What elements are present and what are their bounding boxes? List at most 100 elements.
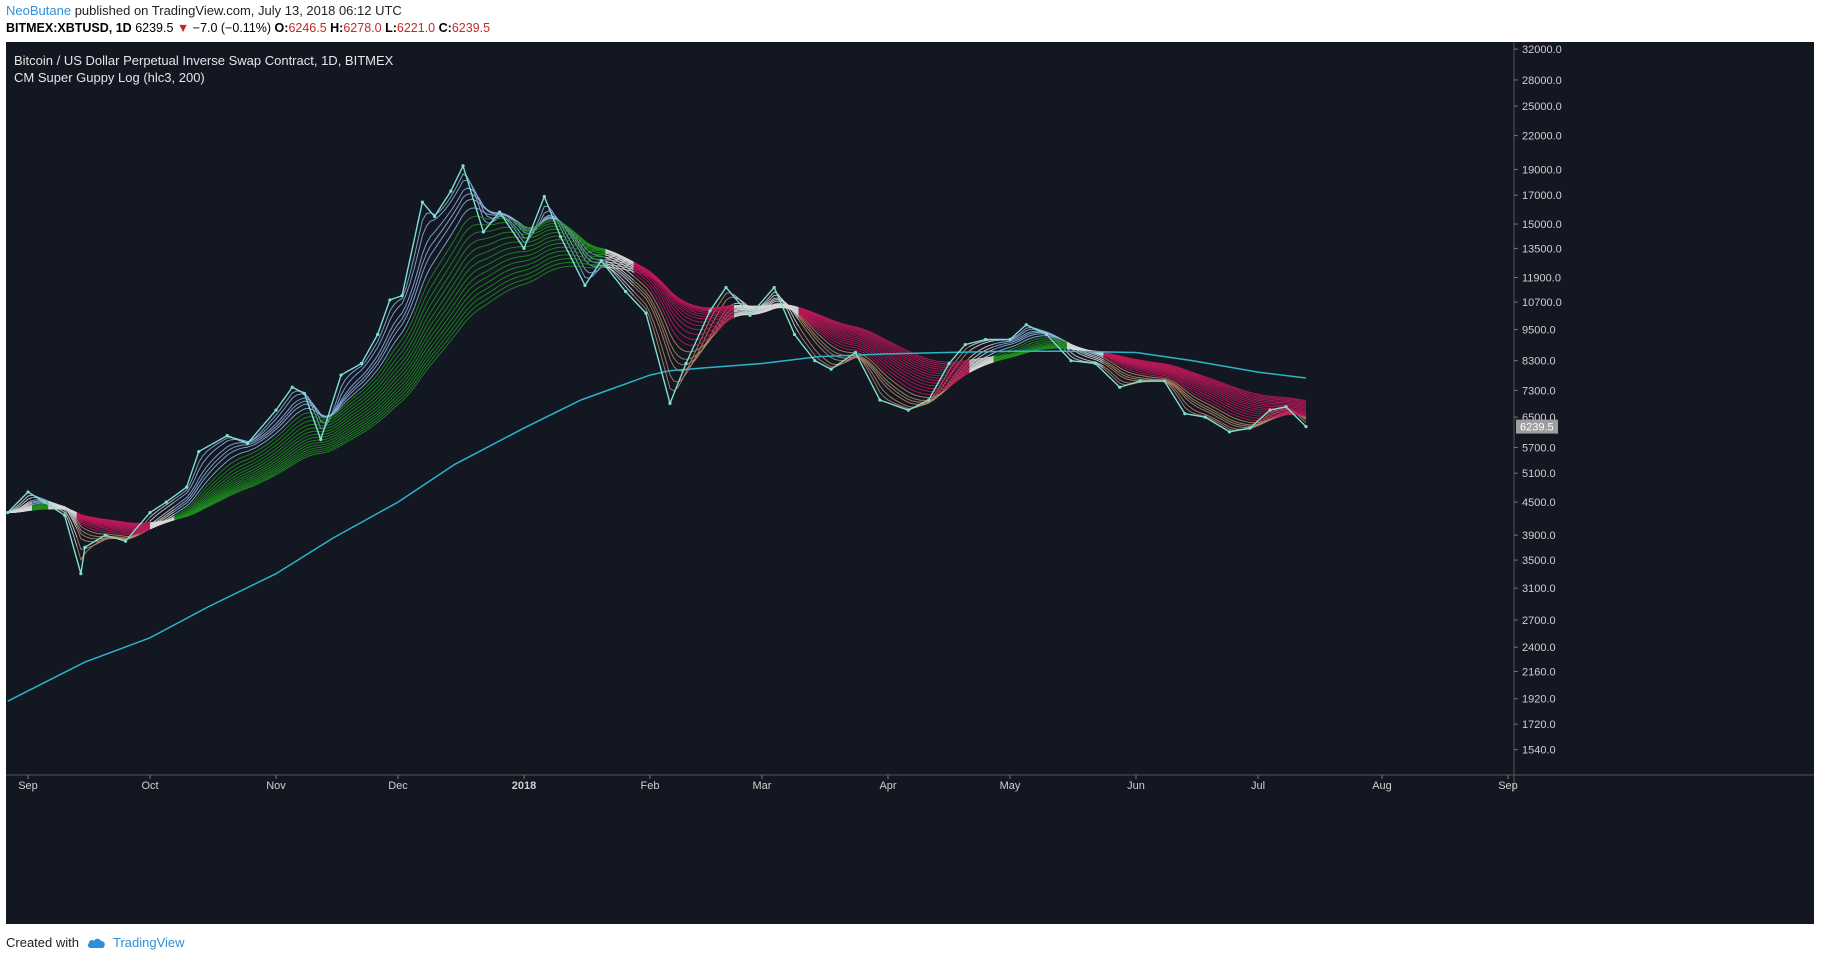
y-tick-label: 32000.0	[1522, 44, 1562, 56]
y-tick-label: 19000.0	[1522, 164, 1562, 176]
ribbon-line	[605, 264, 634, 270]
price-point	[225, 434, 229, 438]
high-value: 6278.0	[343, 21, 382, 35]
ribbon-line	[76, 519, 151, 537]
ribbon-line	[76, 513, 151, 529]
ribbon-line	[633, 280, 735, 360]
price-point	[197, 449, 201, 454]
ribbon-line	[174, 215, 606, 517]
ribbon-line	[76, 515, 151, 533]
ribbon-line	[993, 333, 1068, 350]
ribbon-line	[1103, 354, 1307, 417]
price-point	[148, 510, 152, 515]
price-point	[853, 350, 858, 355]
ribbon-line	[76, 512, 151, 524]
price-point	[947, 361, 951, 366]
ribbon-line	[1103, 352, 1307, 406]
ribbon-line	[633, 270, 735, 309]
price-point	[481, 230, 485, 234]
x-tick-label: Mar	[753, 780, 772, 792]
y-tick-label: 13500.0	[1522, 243, 1562, 255]
ribbon-line	[174, 235, 606, 521]
ribbon-line	[1103, 353, 1307, 409]
close-value: 6239.5	[451, 21, 491, 35]
ribbon-line	[798, 313, 970, 390]
ribbon-line	[633, 269, 735, 341]
price-point	[319, 437, 323, 442]
y-tick-label: 7300.0	[1522, 385, 1556, 397]
tradingview-brand[interactable]: TradingView	[112, 935, 185, 950]
ribbon-line	[174, 242, 606, 521]
price-point	[1183, 412, 1187, 416]
ribbon-line	[798, 314, 970, 399]
ribbon-line	[32, 504, 49, 507]
close-label: C:	[438, 21, 452, 35]
ribbon-line	[1103, 352, 1307, 404]
ribbon-line	[1103, 352, 1307, 407]
ma-200-line	[7, 350, 1307, 702]
ribbon-line	[605, 261, 634, 269]
high-label: H:	[330, 21, 344, 35]
ribbon-line	[76, 516, 151, 535]
y-tick-label: 25000.0	[1522, 101, 1562, 113]
price-point	[1284, 405, 1288, 409]
price-point	[1268, 408, 1272, 412]
price-point	[184, 485, 189, 489]
open-value: 6246.5	[288, 21, 327, 35]
ribbon-line	[969, 357, 994, 362]
chart-title: Bitcoin / US Dollar Perpetual Inverse Sw…	[14, 53, 394, 68]
ribbon-line	[798, 312, 970, 387]
price-point	[1008, 337, 1012, 342]
ribbon-line	[1103, 357, 1307, 424]
price-chart[interactable]: 32000.0 28000.0 25000.0 22000.0 19000.0 17000…	[6, 42, 1814, 924]
y-tick-label: 1720.0	[1522, 719, 1556, 731]
ribbon-line	[798, 313, 970, 393]
chart-frame[interactable]: 32000.0 28000.0 25000.0 22000.0 19000.0 17000…	[6, 42, 1814, 924]
y-tick-label: 28000.0	[1522, 75, 1562, 87]
ribbon-line	[76, 514, 151, 531]
price-point	[302, 391, 307, 396]
ribbon-line	[633, 282, 735, 366]
ribbon-line	[1066, 344, 1104, 364]
x-tick-label: Dec	[388, 780, 408, 792]
y-tick-label: 3900.0	[1522, 530, 1556, 542]
ribbon-line	[174, 250, 606, 521]
price-point	[1024, 323, 1028, 327]
price-point	[1162, 379, 1167, 383]
ribbon-line	[605, 259, 634, 267]
ribbon-line	[993, 335, 1068, 354]
ribbon-line	[798, 309, 970, 372]
ribbon-line	[32, 496, 49, 502]
ribbon-line	[7, 494, 33, 514]
ribbon-line	[76, 517, 151, 536]
last-price-tag-label: 6239.5	[1520, 422, 1554, 434]
y-tick-label: 15000.0	[1522, 219, 1562, 231]
ribbon-line	[174, 265, 606, 520]
y-tick-label: 5100.0	[1522, 468, 1556, 480]
price-point	[542, 194, 546, 199]
price-point	[83, 545, 87, 549]
ribbon-line	[149, 501, 175, 522]
ribbon-line	[1066, 348, 1104, 367]
tradingview-logo[interactable]: TradingView	[87, 935, 185, 950]
indicator-title: CM Super Guppy Log (hlc3, 200)	[14, 70, 205, 85]
x-tick-label: Aug	[1372, 780, 1392, 792]
ribbon-line	[76, 513, 151, 530]
ribbon-line	[605, 264, 635, 287]
cloud-icon	[87, 938, 105, 948]
price-point	[245, 441, 250, 446]
ribbon-line	[969, 360, 994, 368]
x-tick-label: Sep	[1498, 780, 1518, 792]
price-line	[7, 163, 1307, 574]
ribbon-line	[969, 359, 994, 366]
price-point	[449, 189, 453, 193]
ribbon-line	[149, 498, 175, 518]
y-tick-label: 8300.0	[1522, 356, 1556, 368]
author-link[interactable]: NeoButane	[6, 3, 72, 18]
ribbon-line	[174, 222, 606, 519]
price-point	[927, 398, 931, 402]
price-point	[792, 332, 797, 337]
ribbon-line	[968, 346, 994, 363]
y-tick-label: 3100.0	[1522, 583, 1556, 595]
ribbon-line	[76, 514, 151, 532]
